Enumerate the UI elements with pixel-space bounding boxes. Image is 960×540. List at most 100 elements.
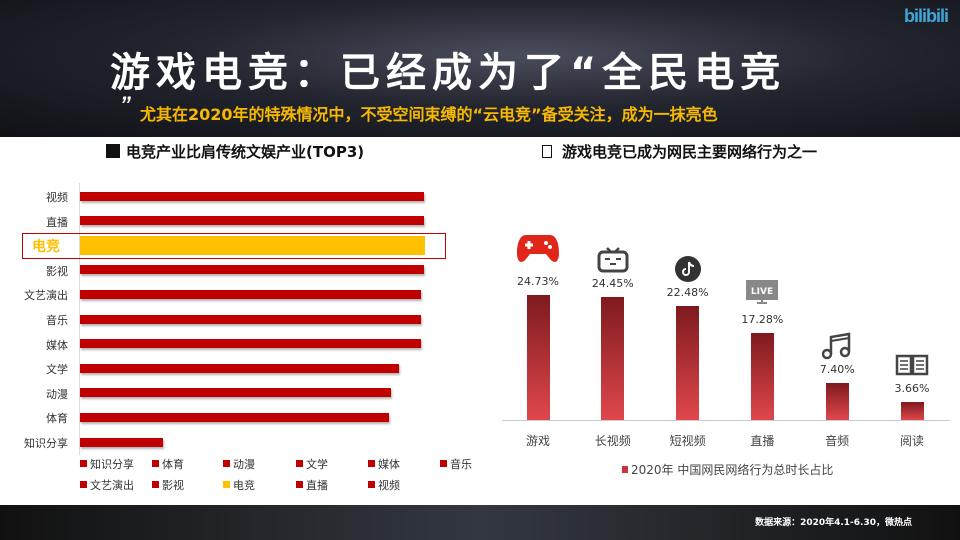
data-label: 17.28%: [741, 312, 784, 326]
category-label: 电竞: [32, 239, 60, 256]
legend-label: 体育: [162, 458, 184, 471]
category-label: 音乐: [46, 314, 68, 327]
category-label: 游戏: [525, 434, 550, 448]
book-icon: [890, 350, 934, 380]
bar-文学: [80, 363, 399, 373]
right-chart-title-text: 游戏电竞已成为网民主要网络行为之一: [562, 143, 818, 161]
legend-label: 媒体: [378, 458, 400, 471]
legend-label: 文学: [306, 458, 328, 471]
legend-item: 动漫: [223, 456, 255, 472]
header-banner: bilibili 游戏电竞：已经成为了“全民电竞 ” 尤其在2020年的特殊情况…: [0, 0, 960, 137]
category-label: 影视: [46, 264, 68, 278]
bar-知识分享: [80, 437, 164, 447]
bar-阅读: [900, 401, 924, 420]
category-label: 知识分享: [24, 437, 68, 450]
square-outline-icon: [542, 145, 552, 158]
bar-媒体: [80, 339, 421, 349]
music-note-icon: [815, 331, 859, 361]
page-subtitle: 尤其在2020年的特殊情况中，不受空间束缚的“云电竞”备受关注，成为一抹亮色: [140, 101, 718, 125]
category-label: 文艺演出: [24, 289, 68, 303]
svg-text:LIVE: LIVE: [751, 287, 773, 297]
category-label: 文学: [46, 363, 68, 377]
bilibili-tv-icon: [591, 245, 635, 275]
title-text: 游戏电竞：已经成为了“全民电竞: [110, 50, 787, 96]
legend-swatch: [368, 481, 375, 488]
legend-label: 动漫: [233, 458, 255, 471]
data-label: 24.73%: [517, 275, 559, 289]
legend-swatch: [368, 460, 375, 467]
data-label: 24.45%: [591, 276, 634, 290]
subtitle-text: 尤其在2020年的特殊情况中，不受空间束缚的“云电竞”备受关注，成为一抹亮色: [140, 105, 718, 124]
data-label: 7.40%: [819, 362, 855, 376]
legend-label: 音乐: [450, 458, 472, 471]
bar-游戏: [526, 295, 550, 420]
legend-label: 知识分享: [90, 458, 134, 471]
legend-label: 2020年 中国网民网络行为总时长占比: [631, 463, 834, 477]
series-legend: 2020年 中国网民网络行为总时长占比: [622, 461, 833, 478]
legend-swatch: [152, 460, 159, 467]
bar-直播: [750, 332, 774, 420]
live-tv-icon: LIVE: [740, 277, 784, 307]
data-label: 22.48%: [666, 286, 709, 300]
bar-文艺演出: [80, 289, 421, 299]
bar-影视: [80, 265, 424, 275]
legend-swatch: [440, 460, 447, 467]
legend-item: 知识分享: [80, 456, 134, 472]
bar-直播: [80, 216, 424, 226]
data-label: 3.66%: [894, 381, 930, 395]
bar-音频: [825, 382, 849, 420]
legend-swatch: [80, 460, 87, 467]
bar-视频: [80, 191, 424, 201]
category-label: 直播: [46, 215, 68, 229]
legend-swatch: [223, 460, 230, 467]
legend-label: 影视: [162, 479, 184, 492]
legend-label: 视频: [378, 479, 400, 492]
bar-电竞: [80, 235, 426, 255]
legend-item: 视频: [368, 477, 400, 493]
left-chart-title-text: 电竞产业比肩传统文娱产业(TOP3): [126, 143, 365, 161]
left-chart-title: 电竞产业比肩传统文娱产业(TOP3): [106, 141, 364, 162]
legend-swatch: [622, 466, 628, 473]
bilibili-logo: bilibili: [904, 6, 949, 26]
legend-item: 体育: [152, 456, 184, 472]
right-chart-title: 游戏电竞已成为网民主要网络行为之一: [542, 141, 817, 162]
category-label: 短视频: [669, 434, 706, 448]
gamepad-icon: [516, 233, 560, 263]
close-quote: ”: [120, 92, 131, 117]
category-label: 体育: [46, 412, 68, 426]
category-label: 长视频: [594, 434, 631, 448]
legend-swatch: [296, 481, 303, 488]
legend-item: 文学: [296, 456, 328, 472]
legend-label: 电竞: [233, 479, 255, 492]
category-label: 媒体: [46, 338, 68, 352]
legend-label: 文艺演出: [90, 479, 134, 492]
legend-item: 文艺演出: [80, 477, 134, 493]
category-label: 直播: [750, 434, 775, 448]
baseline: [502, 420, 950, 421]
footer: 数据来源：2020年4.1-6.30，微热点: [0, 505, 960, 540]
bar-长视频: [601, 296, 625, 420]
tiktok-icon: [666, 254, 710, 284]
bar-体育: [80, 412, 390, 422]
bar-动漫: [80, 388, 391, 398]
bar-音乐: [80, 314, 421, 324]
highlight-box: [22, 233, 446, 259]
square-bullet-icon: [106, 144, 120, 158]
left-axis-line: [79, 183, 80, 455]
legend-item: 直播: [296, 477, 328, 493]
legend-swatch: [152, 481, 159, 488]
category-label: 音频: [825, 434, 850, 448]
legend-label: 直播: [306, 479, 328, 492]
legend-swatch: [80, 481, 87, 488]
category-label: 动漫: [46, 387, 68, 401]
data-source: 数据来源：2020年4.1-6.30，微热点: [755, 518, 912, 528]
page-title: 游戏电竞：已经成为了“全民电竞: [110, 40, 786, 98]
legend-item: 影视: [152, 477, 184, 493]
legend-item: 媒体: [368, 456, 400, 472]
category-label: 视频: [46, 191, 68, 204]
legend-item: 音乐: [440, 456, 472, 472]
legend-swatch: [296, 460, 303, 467]
category-label: 阅读: [899, 434, 924, 448]
bar-短视频: [676, 306, 700, 420]
legend-swatch: [223, 481, 230, 488]
